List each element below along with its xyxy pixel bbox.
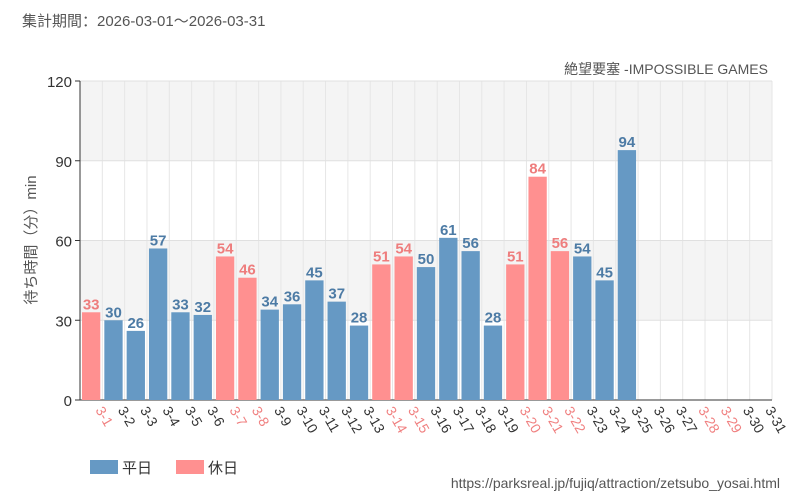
x-tick-label: 3-3 [137, 404, 161, 430]
data-label: 94 [619, 134, 636, 151]
x-tick-label: 3-13 [360, 404, 388, 436]
x-tick-label: 3-20 [517, 404, 545, 436]
bar [416, 267, 436, 400]
x-tick-label: 3-28 [695, 404, 723, 436]
x-tick-label: 3-22 [561, 404, 589, 436]
x-tick-label: 3-9 [271, 404, 295, 430]
bar [617, 150, 637, 400]
x-tick-label: 3-19 [494, 404, 522, 436]
x-tick-label: 3-10 [293, 404, 321, 436]
data-label: 50 [418, 251, 435, 268]
grid-band [80, 160, 772, 241]
bar [82, 312, 101, 400]
data-label: 45 [306, 264, 323, 281]
x-tick-label: 3-31 [762, 404, 790, 436]
bar [282, 304, 302, 400]
data-label: 54 [217, 240, 234, 257]
y-tick-label: 30 [55, 313, 72, 330]
grid-band [80, 81, 772, 161]
x-tick-label: 3-5 [182, 404, 206, 430]
data-label: 45 [596, 264, 613, 281]
data-label: 51 [507, 248, 524, 265]
bar [550, 251, 570, 400]
x-tick-label: 3-25 [628, 404, 656, 436]
x-tick-label: 3-24 [606, 404, 634, 436]
y-tick-label: 90 [55, 154, 72, 171]
bar [573, 256, 592, 400]
data-label: 28 [485, 310, 502, 327]
bar [126, 330, 145, 400]
bar [483, 325, 503, 400]
bar [394, 256, 413, 400]
x-tick-label: 3-27 [673, 404, 701, 436]
x-tick-label: 3-18 [472, 404, 500, 436]
x-tick-label: 3-7 [226, 404, 250, 430]
y-tick-label: 60 [55, 234, 72, 251]
x-tick-label: 3-17 [450, 404, 478, 436]
source-url[interactable]: https://parksreal.jp/fujiq/attraction/ze… [451, 475, 780, 491]
bar [238, 277, 257, 400]
data-label: 57 [150, 232, 167, 249]
data-label: 51 [373, 248, 390, 265]
data-label: 37 [328, 286, 345, 303]
x-tick-label: 3-21 [539, 404, 567, 436]
data-label: 36 [284, 288, 301, 305]
data-label: 84 [529, 161, 546, 178]
data-label: 33 [83, 296, 100, 313]
data-label: 32 [194, 299, 211, 316]
bar [215, 256, 235, 400]
bar [327, 301, 346, 400]
bar [528, 176, 547, 400]
x-tick-label: 3-11 [316, 404, 343, 436]
data-label: 28 [351, 310, 368, 327]
data-label: 54 [395, 240, 412, 257]
data-label: 33 [172, 296, 189, 313]
x-tick-label: 3-1 [93, 404, 117, 430]
bar [104, 320, 123, 400]
y-tick-label: 0 [64, 393, 72, 410]
x-tick-label: 3-14 [383, 404, 411, 436]
legend-holiday-swatch [176, 460, 204, 474]
bar [349, 325, 369, 400]
data-label: 56 [462, 235, 479, 252]
data-label: 54 [574, 240, 591, 257]
x-tick-label: 3-8 [249, 404, 273, 430]
legend: 平日 休日 [90, 460, 238, 477]
data-label: 46 [239, 262, 256, 279]
bar [595, 280, 614, 400]
bar [148, 248, 168, 400]
x-tick-label: 3-2 [115, 404, 139, 430]
x-tick-label: 3-26 [651, 404, 679, 436]
data-label: 30 [105, 304, 122, 321]
y-axis-label: 待ち時間（分）min [23, 175, 40, 304]
period-header: 集計期間：2026-03-01～2026-03-31 [22, 13, 265, 30]
legend-holiday-label: 休日 [208, 460, 238, 477]
bar [305, 280, 324, 400]
x-tick-label: 3-4 [160, 404, 184, 430]
x-tick-label: 3-16 [427, 404, 455, 436]
bar [506, 264, 525, 400]
x-tick-label: 3-12 [338, 404, 366, 436]
bar [193, 314, 212, 400]
legend-weekday-swatch [90, 460, 118, 474]
chart-title: 絶望要塞 -IMPOSSIBLE GAMES [564, 61, 768, 77]
data-label: 61 [440, 222, 457, 239]
y-tick-label: 120 [47, 74, 72, 91]
plot-area: 0 30 60 90 120 33 3-1 30 3-2 26 3-3 57 3-4 33 3-5 32 3-6… [47, 74, 790, 436]
legend-weekday-label: 平日 [122, 460, 152, 477]
data-label: 56 [552, 235, 569, 252]
bar [372, 264, 391, 400]
data-label: 34 [261, 294, 278, 311]
x-tick-label: 3-29 [718, 404, 746, 436]
x-tick-label: 3-30 [740, 404, 768, 436]
bar [439, 237, 458, 400]
bar [260, 309, 279, 400]
x-tick-label: 3-6 [204, 404, 228, 430]
bar [171, 312, 190, 400]
x-tick-label: 3-15 [405, 404, 433, 436]
bar [461, 251, 480, 400]
x-tick-label: 3-23 [584, 404, 612, 436]
data-label: 26 [127, 315, 144, 332]
